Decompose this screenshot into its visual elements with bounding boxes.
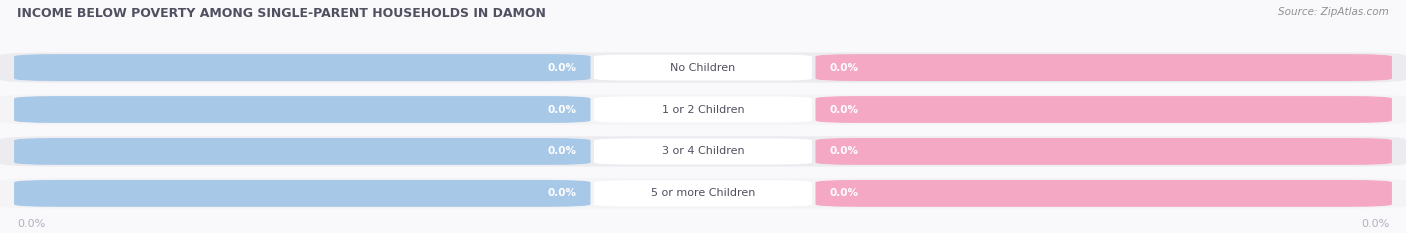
Text: 0.0%: 0.0% [547, 63, 576, 72]
FancyBboxPatch shape [0, 52, 1406, 83]
Text: 0.0%: 0.0% [547, 147, 576, 156]
Text: 0.0%: 0.0% [1361, 219, 1389, 229]
Text: 1 or 2 Children: 1 or 2 Children [662, 105, 744, 114]
Text: No Children: No Children [671, 63, 735, 72]
Text: 0.0%: 0.0% [830, 188, 859, 198]
FancyBboxPatch shape [593, 55, 813, 81]
Text: 0.0%: 0.0% [830, 105, 859, 114]
FancyBboxPatch shape [0, 94, 1406, 125]
FancyBboxPatch shape [593, 96, 813, 123]
Text: Source: ZipAtlas.com: Source: ZipAtlas.com [1278, 7, 1389, 17]
Text: 0.0%: 0.0% [830, 63, 859, 72]
FancyBboxPatch shape [593, 138, 813, 164]
Text: INCOME BELOW POVERTY AMONG SINGLE-PARENT HOUSEHOLDS IN DAMON: INCOME BELOW POVERTY AMONG SINGLE-PARENT… [17, 7, 546, 20]
FancyBboxPatch shape [14, 138, 591, 165]
Text: 3 or 4 Children: 3 or 4 Children [662, 147, 744, 156]
FancyBboxPatch shape [14, 54, 591, 81]
FancyBboxPatch shape [0, 178, 1406, 209]
FancyBboxPatch shape [815, 54, 1392, 81]
FancyBboxPatch shape [593, 180, 813, 206]
Text: 0.0%: 0.0% [830, 147, 859, 156]
FancyBboxPatch shape [0, 136, 1406, 167]
Text: 0.0%: 0.0% [17, 219, 45, 229]
Text: 5 or more Children: 5 or more Children [651, 188, 755, 198]
Text: 0.0%: 0.0% [547, 188, 576, 198]
FancyBboxPatch shape [14, 96, 591, 123]
FancyBboxPatch shape [815, 96, 1392, 123]
FancyBboxPatch shape [14, 180, 591, 207]
FancyBboxPatch shape [815, 180, 1392, 207]
FancyBboxPatch shape [815, 138, 1392, 165]
Text: 0.0%: 0.0% [547, 105, 576, 114]
